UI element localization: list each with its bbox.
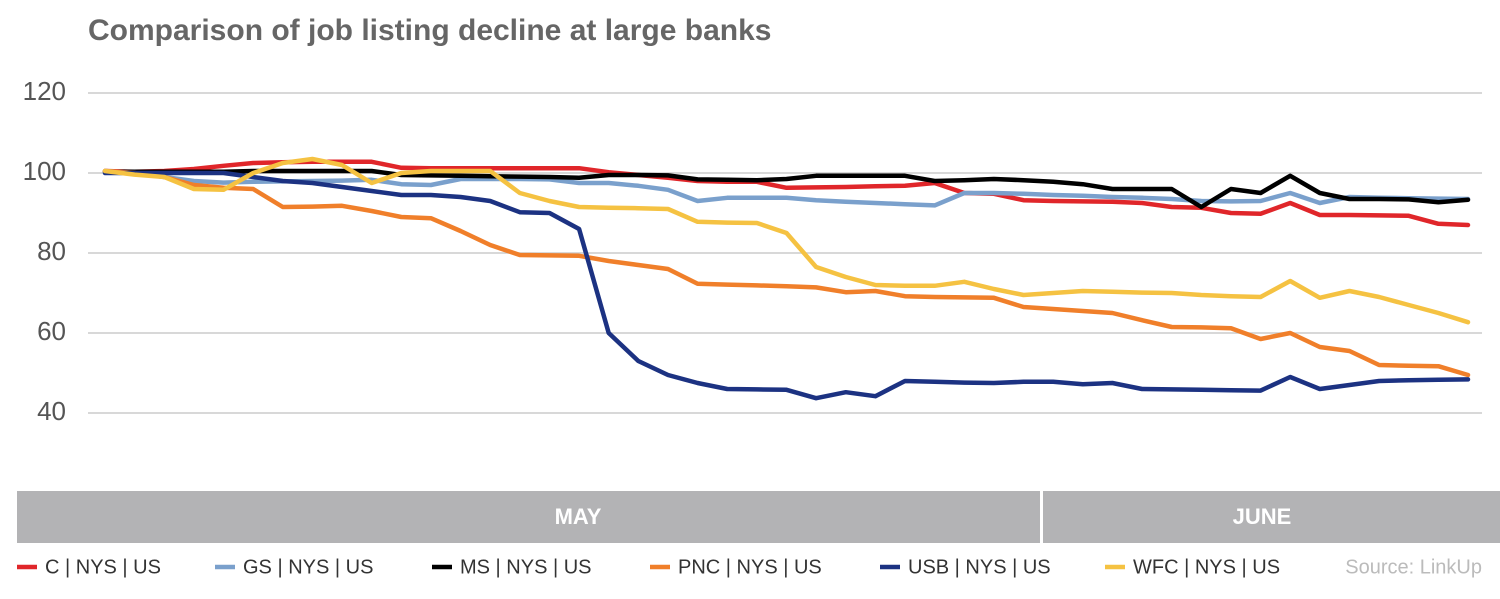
- month-label: JUNE: [1233, 504, 1292, 529]
- legend-label: C | NYS | US: [45, 556, 161, 578]
- legend-label: PNC | NYS | US: [678, 556, 822, 578]
- legend-label: MS | NYS | US: [460, 556, 592, 578]
- line-series: [102, 168, 1471, 378]
- y-tick-label: 100: [23, 156, 66, 186]
- legend-label: USB | NYS | US: [908, 556, 1051, 578]
- line-series: [102, 168, 1471, 208]
- legend-label: WFC | NYS | US: [1133, 556, 1280, 578]
- y-tick-label: 40: [37, 396, 66, 426]
- line-series: [102, 156, 1471, 325]
- month-band: [1043, 491, 1500, 543]
- y-tick-label: 80: [37, 236, 66, 266]
- chart-title: Comparison of job listing decline at lar…: [88, 14, 771, 47]
- month-label: MAY: [555, 504, 602, 529]
- y-tick-label: 120: [23, 76, 66, 106]
- y-tick-label: 60: [37, 316, 66, 346]
- month-band: [17, 491, 1040, 543]
- line-series: [102, 168, 1471, 210]
- source: Source: LinkUp: [1345, 556, 1482, 578]
- legend-label: GS | NYS | US: [243, 556, 373, 578]
- line-series: [102, 170, 1471, 401]
